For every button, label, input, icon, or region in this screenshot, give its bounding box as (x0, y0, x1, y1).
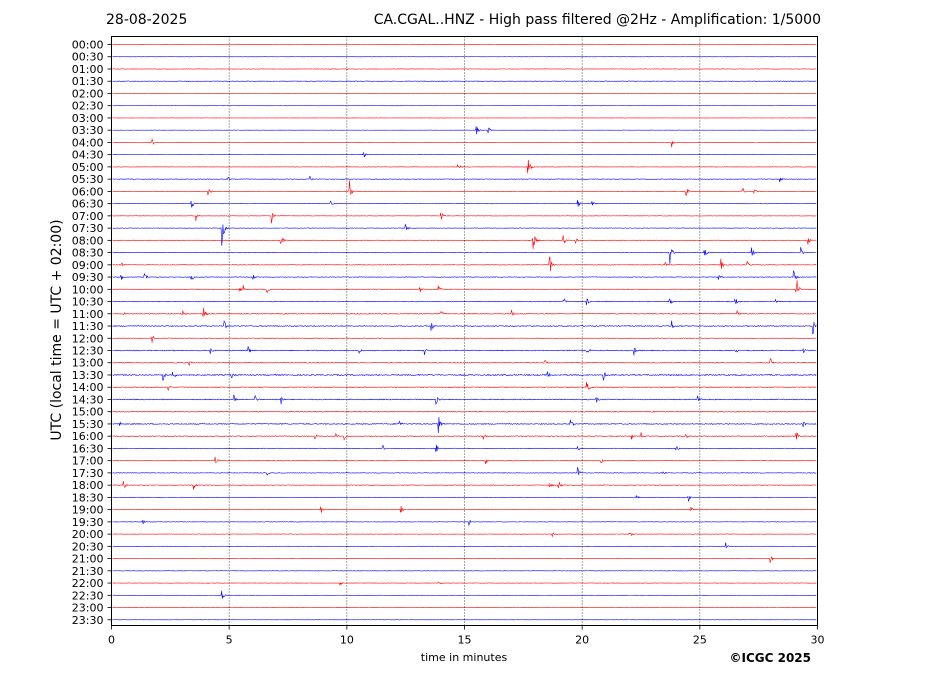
trace-2030 (112, 542, 817, 549)
y-tick-label: 06:30 (72, 198, 104, 211)
x-axis-label: time in minutes (420, 651, 508, 664)
y-tick-label: 12:00 (72, 332, 104, 345)
trace-2000 (112, 532, 817, 538)
y-tick-label: 21:00 (72, 553, 104, 566)
y-tick-label: 09:30 (72, 271, 104, 284)
y-tick-label: 10:30 (72, 296, 104, 309)
x-tick-label: 5 (226, 634, 233, 647)
grid-lines (228, 36, 701, 626)
y-tick-label: 08:30 (72, 247, 104, 260)
trace-1300 (112, 357, 817, 366)
trace-1030 (112, 298, 817, 306)
y-tick-label: 07:00 (72, 210, 104, 223)
y-tick-label: 22:00 (72, 577, 104, 590)
x-tick-label: 25 (693, 634, 707, 647)
plot-frame (111, 36, 818, 626)
y-tick-label: 13:00 (72, 357, 104, 370)
trace-0430 (112, 151, 817, 158)
y-tick-label: 02:00 (72, 87, 104, 100)
x-tick-label: 20 (575, 634, 589, 647)
trace-1700 (112, 456, 817, 465)
y-tick-label: 20:30 (72, 540, 104, 553)
trace-1930 (112, 519, 817, 527)
y-tick-label: 04:30 (72, 149, 104, 162)
trace-0630 (112, 199, 817, 208)
y-tick-label: 05:30 (72, 173, 104, 186)
chart-title: CA.CGAL..HNZ - High pass filtered @2Hz -… (373, 12, 821, 28)
trace-1400 (112, 381, 817, 391)
y-tick-label: 07:30 (72, 222, 104, 235)
y-tick-label: 20:00 (72, 528, 104, 541)
x-axis-ticks: 0 5 10 15 20 25 30 (108, 625, 825, 647)
y-tick-label: 02:30 (72, 100, 104, 113)
trace-0700 (112, 212, 817, 224)
y-tick-label: 12:30 (72, 345, 104, 358)
trace-1200 (112, 335, 817, 343)
y-tick-label: 16:00 (72, 430, 104, 443)
date-label: 28-08-2025 (106, 12, 188, 28)
trace-0500 (112, 159, 817, 174)
y-tick-label: 11:30 (72, 320, 104, 333)
y-tick-label: 00:00 (72, 39, 104, 52)
y-tick-label: 08:00 (72, 234, 104, 247)
y-tick-label: 23:30 (72, 614, 104, 627)
x-tick-label: 10 (340, 634, 354, 647)
trace-group (112, 44, 817, 621)
y-tick-label: 22:30 (72, 589, 104, 602)
trace-0130 (112, 80, 817, 82)
y-tick-label: 19:30 (72, 516, 104, 529)
y-tick-label: 01:30 (72, 75, 104, 88)
y-tick-label: 14:30 (72, 393, 104, 406)
trace-1130 (112, 320, 817, 335)
y-tick-label: 13:30 (72, 369, 104, 382)
trace-1830 (112, 494, 817, 502)
y-tick-label: 18:00 (72, 479, 104, 492)
trace-0930 (112, 270, 817, 280)
y-tick-label: 14:00 (72, 381, 104, 394)
y-axis-ticks: 00:0000:3001:0001:3002:0002:3003:0003:30… (72, 39, 112, 627)
trace-0530 (112, 175, 817, 183)
y-tick-label: 04:00 (72, 136, 104, 149)
trace-1330 (112, 371, 817, 381)
trace-1530 (112, 417, 817, 433)
trace-0600 (112, 180, 817, 196)
y-tick-label: 00:30 (72, 51, 104, 64)
trace-1230 (112, 345, 817, 356)
y-tick-label: 19:00 (72, 504, 104, 517)
y-tick-label: 16:30 (72, 442, 104, 455)
y-tick-label: 23:00 (72, 602, 104, 615)
y-tick-label: 15:00 (72, 406, 104, 419)
trace-1800 (112, 481, 817, 490)
y-tick-label: 17:00 (72, 455, 104, 468)
y-tick-label: 10:00 (72, 283, 104, 296)
copyright-label: ©ICGC 2025 (729, 651, 811, 665)
y-tick-label: 09:00 (72, 259, 104, 272)
trace-0730 (112, 223, 817, 246)
y-tick-label: 11:00 (72, 308, 104, 321)
y-tick-label: 03:00 (72, 112, 104, 125)
x-tick-label: 30 (811, 634, 825, 647)
trace-0800 (112, 235, 817, 250)
y-tick-label: 06:00 (72, 185, 104, 198)
trace-1730 (112, 466, 817, 476)
y-tick-label: 17:30 (72, 467, 104, 480)
trace-1900 (112, 506, 817, 513)
y-tick-label: 05:00 (72, 161, 104, 174)
x-tick-label: 0 (108, 634, 115, 647)
x-tick-label: 15 (458, 634, 472, 647)
y-tick-label: 15:30 (72, 418, 104, 431)
trace-1430 (112, 394, 817, 406)
y-tick-label: 18:30 (72, 491, 104, 504)
y-tick-label: 21:30 (72, 565, 104, 578)
y-tick-label: 03:30 (72, 124, 104, 137)
trace-0400 (112, 138, 817, 148)
y-tick-label: 01:00 (72, 63, 104, 76)
trace-1100 (112, 307, 817, 317)
